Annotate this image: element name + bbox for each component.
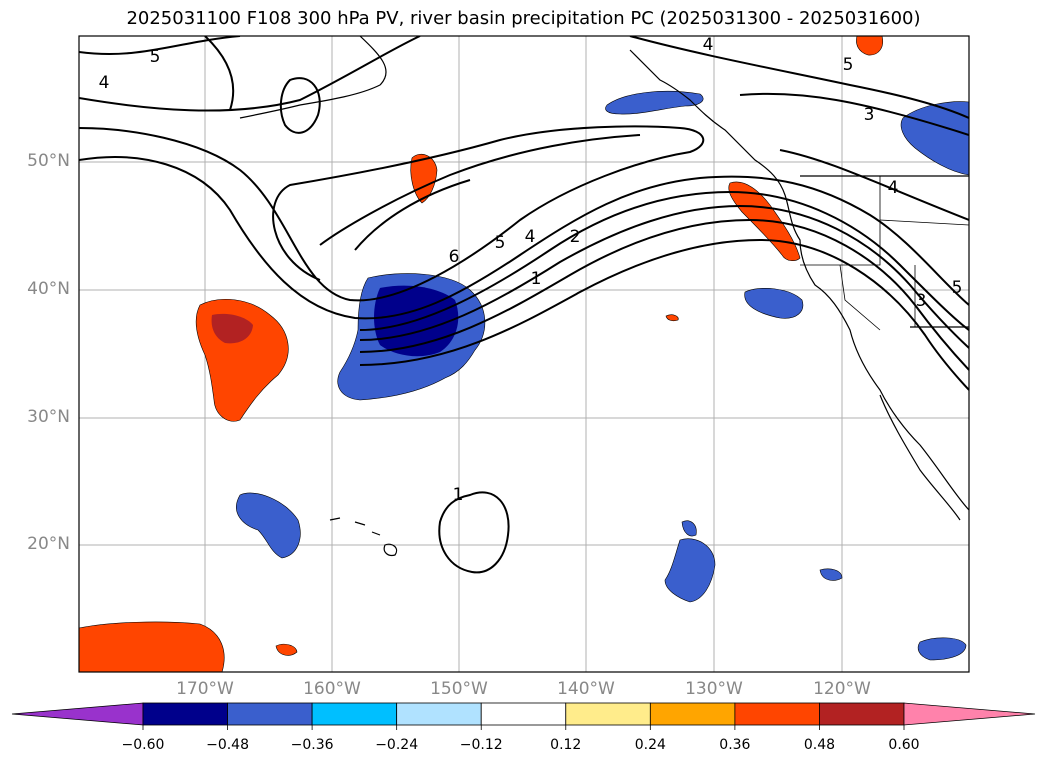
contour-label: 5 bbox=[952, 278, 963, 298]
colorbar-tick-label: 0.48 bbox=[803, 737, 836, 753]
latitude-label: 50°N bbox=[27, 151, 70, 171]
colorbar-segment bbox=[649, 702, 736, 726]
colorbar-segment bbox=[396, 702, 482, 726]
colorbar-tick-label: 0.12 bbox=[550, 737, 582, 753]
longitude-label: 140°W bbox=[557, 679, 615, 699]
coastline-alaska bbox=[239, 36, 387, 119]
contour-label: 3 bbox=[864, 105, 875, 125]
pv-contour-9 bbox=[359, 218, 969, 371]
pv-contour-7 bbox=[359, 190, 969, 331]
contour-label: 2 bbox=[570, 227, 581, 247]
contour-label: 4 bbox=[525, 227, 536, 247]
pv-contour-13 bbox=[279, 77, 321, 134]
colorbar-tick-label: −0.12 bbox=[459, 737, 503, 753]
contour-label: 4 bbox=[99, 73, 110, 93]
colorbar-tick-label: 0.24 bbox=[634, 737, 666, 753]
colorbar-segment bbox=[734, 702, 820, 726]
pv-contour-15 bbox=[204, 36, 235, 111]
border-state-2 bbox=[879, 219, 969, 226]
pv-contour-11 bbox=[739, 92, 969, 136]
contour-label: 4 bbox=[703, 35, 714, 55]
longitude-label: 160°W bbox=[303, 679, 361, 699]
colorbar-tick-label: −0.48 bbox=[206, 737, 249, 753]
map-title: 2025031100 F108 300 hPa PV, river basin … bbox=[126, 8, 921, 29]
colorbar-tick-label: 0.60 bbox=[888, 737, 920, 753]
longitude-label: 130°W bbox=[685, 679, 743, 699]
pv-contour-3 bbox=[79, 125, 705, 302]
pv-contour-6 bbox=[354, 179, 471, 251]
hawaii-islands bbox=[329, 517, 398, 557]
pv-contour-12 bbox=[629, 36, 969, 119]
pv-contour-14 bbox=[438, 491, 510, 574]
border-state-4 bbox=[839, 264, 881, 331]
coastline-north-america bbox=[629, 49, 969, 511]
precip-region-east-small bbox=[819, 568, 843, 581]
precip-region-southeast-negative bbox=[917, 637, 967, 661]
pv-contour-5 bbox=[319, 134, 641, 246]
contour-label: 1 bbox=[531, 269, 542, 289]
map-frame bbox=[78, 35, 970, 673]
gridlines bbox=[79, 36, 969, 672]
colorbar-segment bbox=[227, 702, 313, 726]
colorbar-segment bbox=[819, 702, 905, 726]
precip-region-tiny-positive-2 bbox=[665, 314, 679, 322]
pv-contour-2 bbox=[79, 36, 421, 112]
pv-contour-10 bbox=[359, 238, 969, 391]
colorbar-tick-label: −0.24 bbox=[375, 737, 419, 753]
colorbar-segment bbox=[480, 702, 567, 726]
precip-shading bbox=[79, 36, 969, 672]
precip-region-south-small bbox=[681, 520, 697, 537]
precip-region-california-negative bbox=[744, 287, 804, 319]
precip-region-alaska-negative bbox=[605, 90, 704, 115]
latitude-label: 20°N bbox=[27, 534, 70, 554]
contour-label: 3 bbox=[916, 291, 927, 311]
contour-label: 1 bbox=[453, 485, 464, 505]
colorbar-extend-low bbox=[11, 702, 144, 726]
colorbar-segment bbox=[142, 702, 228, 726]
precip-region-canada-negative bbox=[900, 101, 969, 176]
precip-region-top-positive bbox=[856, 36, 883, 56]
contour-label: 5 bbox=[843, 55, 854, 75]
longitude-label: 150°W bbox=[430, 679, 488, 699]
latitude-label: 40°N bbox=[27, 279, 70, 299]
contour-label: 4 bbox=[888, 178, 899, 198]
longitude-label: 170°W bbox=[176, 679, 234, 699]
contour-label: 5 bbox=[150, 47, 161, 67]
colorbar bbox=[11, 702, 1036, 730]
longitude-label: 120°W bbox=[813, 679, 871, 699]
colorbar-tick-label: 0.36 bbox=[719, 737, 751, 753]
precip-region-tiny-positive bbox=[275, 643, 298, 656]
precip-region-north-positive bbox=[410, 154, 438, 204]
colorbar-segment bbox=[565, 702, 651, 726]
precip-region-west-strong bbox=[211, 313, 253, 344]
colorbar-extend-high bbox=[903, 702, 1036, 726]
precip-region-hawaii-west-negative bbox=[236, 492, 301, 559]
contour-label: 6 bbox=[449, 247, 460, 267]
precip-region-south-negative bbox=[664, 538, 716, 603]
pv-contour-4 bbox=[79, 156, 969, 320]
coastline-baja bbox=[879, 394, 961, 521]
border-state-1 bbox=[800, 176, 881, 266]
latitude-label: 30°N bbox=[27, 407, 70, 427]
pv-contour-1 bbox=[79, 36, 241, 55]
colorbar-tick-label: −0.60 bbox=[121, 737, 165, 753]
contour-label: 5 bbox=[495, 233, 506, 253]
colorbar-tick-label: −0.36 bbox=[290, 737, 334, 753]
coastlines bbox=[239, 36, 969, 557]
colorbar-segment bbox=[311, 702, 398, 726]
precip-region-southwest-positive bbox=[79, 621, 225, 672]
